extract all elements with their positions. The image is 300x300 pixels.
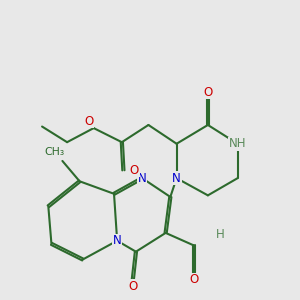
Text: NH: NH bbox=[229, 137, 246, 150]
Text: N: N bbox=[113, 234, 122, 247]
Text: H: H bbox=[216, 228, 225, 241]
Text: O: O bbox=[203, 85, 212, 99]
Text: CH₃: CH₃ bbox=[44, 147, 64, 157]
Text: O: O bbox=[128, 280, 137, 292]
Text: O: O bbox=[189, 273, 198, 286]
Text: O: O bbox=[130, 164, 139, 177]
Text: N: N bbox=[138, 172, 147, 185]
Text: O: O bbox=[84, 115, 94, 128]
Text: N: N bbox=[172, 172, 181, 185]
